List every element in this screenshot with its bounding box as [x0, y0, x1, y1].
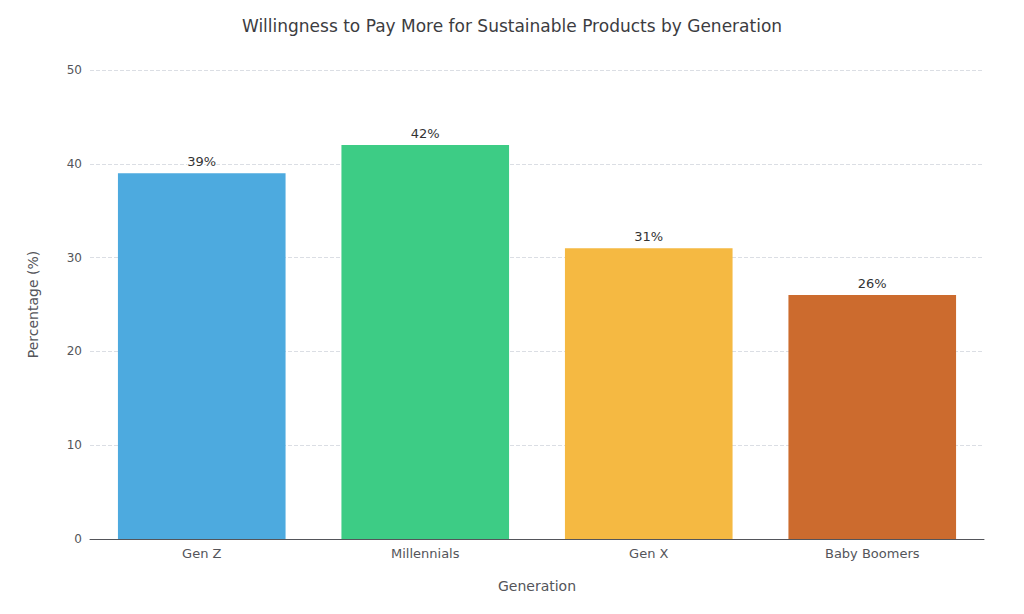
svg-text:42%: 42%	[411, 126, 440, 141]
svg-text:31%: 31%	[634, 229, 663, 244]
svg-text:20: 20	[67, 344, 82, 358]
svg-text:39%: 39%	[187, 154, 216, 169]
svg-text:Baby Boomers: Baby Boomers	[825, 546, 920, 561]
svg-text:Percentage (%): Percentage (%)	[25, 251, 41, 358]
svg-text:Gen X: Gen X	[629, 546, 668, 561]
svg-text:50: 50	[67, 63, 82, 77]
svg-text:40: 40	[67, 157, 82, 171]
svg-text:30: 30	[67, 251, 82, 265]
svg-text:Millennials: Millennials	[391, 546, 460, 561]
svg-text:Willingness to Pay More for Su: Willingness to Pay More for Sustainable …	[242, 16, 782, 36]
svg-text:26%: 26%	[858, 276, 887, 291]
svg-text:10: 10	[67, 438, 82, 452]
svg-text:0: 0	[74, 532, 82, 546]
svg-text:Generation: Generation	[498, 578, 576, 594]
svg-text:Gen Z: Gen Z	[182, 546, 221, 561]
